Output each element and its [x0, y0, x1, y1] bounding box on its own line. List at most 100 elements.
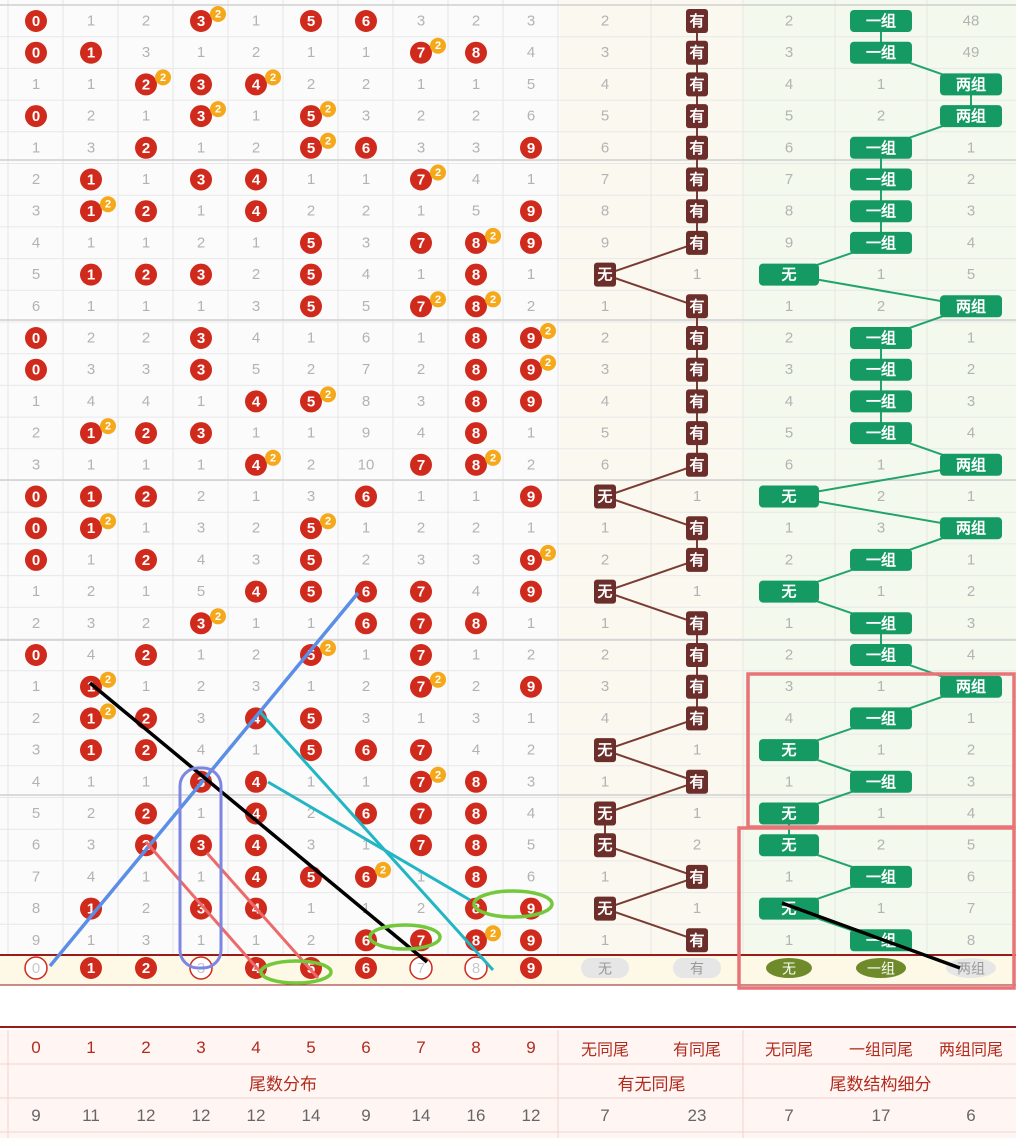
digit-hit-double-badge: [320, 513, 336, 530]
column-header-4: 4: [251, 1038, 261, 1057]
forecast-ball: [135, 957, 157, 979]
digit-hit-double-badge-text: 2: [270, 452, 276, 464]
digit-miss: 4: [32, 234, 40, 251]
structure-miss: 4: [967, 234, 975, 251]
digit-hit-double-text: 3: [197, 108, 205, 125]
digit-miss: 1: [197, 932, 205, 949]
structure-box: [940, 73, 1002, 96]
digit-hit-text: 3: [197, 425, 205, 442]
digit-miss: 5: [472, 203, 480, 220]
digit-hit-double-text: 5: [307, 108, 315, 125]
digit-miss: 2: [472, 678, 480, 695]
digit-miss: 2: [527, 298, 535, 315]
digit-hit-double-text: 1: [87, 710, 95, 727]
digit-hit-text: 5: [307, 235, 315, 252]
digit-miss: 4: [87, 647, 95, 664]
section-header-row: 尾数分布 有无同尾 尾数结构细分: [0, 1066, 1016, 1098]
digit-miss: 2: [417, 900, 425, 917]
digit-hit-double-badge-text: 2: [325, 516, 331, 528]
digit-miss: 6: [32, 298, 40, 315]
structure-label: 一组: [866, 361, 896, 379]
digit-hit-text: 0: [32, 647, 40, 664]
digit-hit-double-badge-text: 2: [435, 40, 441, 52]
digit-miss: 5: [362, 298, 370, 315]
structure-box: [850, 10, 912, 32]
digit-miss: 2: [527, 742, 535, 759]
digit-hit-text: 9: [527, 140, 535, 157]
structure-miss: 2: [785, 647, 793, 664]
digit-hit-double-ball: [410, 295, 432, 318]
digit-hit-double-ball: [520, 358, 542, 381]
same-tail-label: 无: [596, 901, 612, 918]
same-tail-label: 有: [689, 139, 704, 157]
digit-hit-double-badge-text: 2: [105, 706, 111, 718]
digit-miss: 2: [362, 203, 370, 220]
digit-miss: 5: [527, 76, 535, 93]
digit-hit-ball: [190, 358, 212, 381]
digit-hit-ball: [465, 770, 487, 793]
digit-miss: 2: [252, 139, 260, 156]
digit-miss: 4: [472, 583, 480, 600]
digit-hit-text: 8: [472, 362, 480, 379]
digit-hit-double-badge: [100, 196, 116, 213]
structure-miss: 3: [785, 44, 793, 61]
structure-miss: 3: [967, 773, 975, 790]
structure-miss: 1: [785, 932, 793, 949]
digit-hit-double-badge-text: 2: [105, 516, 111, 528]
column-header-11: 有同尾: [672, 1042, 721, 1059]
digit-hit-ball: [135, 644, 157, 666]
digit-hit-text: 4: [252, 869, 261, 886]
column-total-8: 16: [466, 1106, 486, 1125]
digit-hit-text: 2: [142, 140, 150, 157]
structure-miss: 1: [785, 868, 793, 885]
digit-miss: 1: [252, 13, 260, 30]
digit-hit-double-text: 7: [417, 774, 425, 791]
structure-box: [850, 358, 912, 381]
digit-hit-text: 4: [252, 172, 261, 189]
digit-miss: 1: [252, 425, 260, 442]
digit-miss: 1: [417, 488, 425, 505]
digit-hit-ball: [25, 644, 47, 666]
structure-miss: 2: [967, 361, 975, 378]
forecast-same-tail-pill: [673, 958, 721, 978]
same-tail-miss: 6: [601, 139, 609, 156]
digit-miss: 2: [362, 551, 370, 568]
digit-miss: 1: [307, 330, 315, 347]
structure-label: 一组: [866, 202, 896, 220]
structure-label: 两组: [956, 75, 986, 93]
column-total-5: 14: [301, 1106, 321, 1125]
mark-black-line: [88, 681, 429, 964]
digit-miss: 4: [362, 266, 370, 283]
digit-hit-double-badge-text: 2: [325, 135, 331, 147]
totals-row: 9 11 12 12 12 14 9 14 16 12 7 23 7 17 6: [0, 1100, 1016, 1132]
digit-hit-text: 2: [142, 647, 150, 664]
same-tail-box: [686, 674, 708, 699]
digit-hit-text: 9: [527, 932, 535, 949]
digit-hit-ball: [80, 41, 102, 64]
digit-hit-double-badge-text: 2: [215, 9, 221, 21]
structure-label: 无: [780, 837, 796, 854]
digit-hit-text: 5: [307, 869, 315, 886]
digit-hit-double-badge-text: 2: [490, 294, 496, 306]
digit-miss: 2: [142, 615, 150, 632]
digit-hit-ball: [190, 263, 212, 286]
digit-hit-double-ball: [465, 453, 487, 476]
forecast-digit: 6: [362, 960, 370, 977]
digit-miss: 1: [32, 678, 40, 695]
digit-hit-text: 1: [87, 901, 95, 918]
digit-hit-double-ball: [135, 73, 157, 96]
same-tail-box: [686, 421, 708, 446]
digit-hit-ball: [465, 612, 487, 635]
same-tail-label: 有: [689, 12, 704, 30]
structure-box: [850, 548, 912, 571]
structure-box: [850, 770, 912, 793]
digit-hit-double-badge: [100, 418, 116, 435]
forecast-digit: 1: [87, 960, 95, 977]
digit-hit-text: 9: [527, 235, 535, 252]
digit-miss: 1: [197, 298, 205, 315]
digit-hit-ball: [80, 897, 102, 920]
structure-miss: 4: [967, 805, 975, 822]
digit-hit-text: 7: [417, 647, 425, 664]
digit-hit-double-text: 5: [307, 647, 315, 664]
column-total-14: 6: [966, 1106, 976, 1125]
